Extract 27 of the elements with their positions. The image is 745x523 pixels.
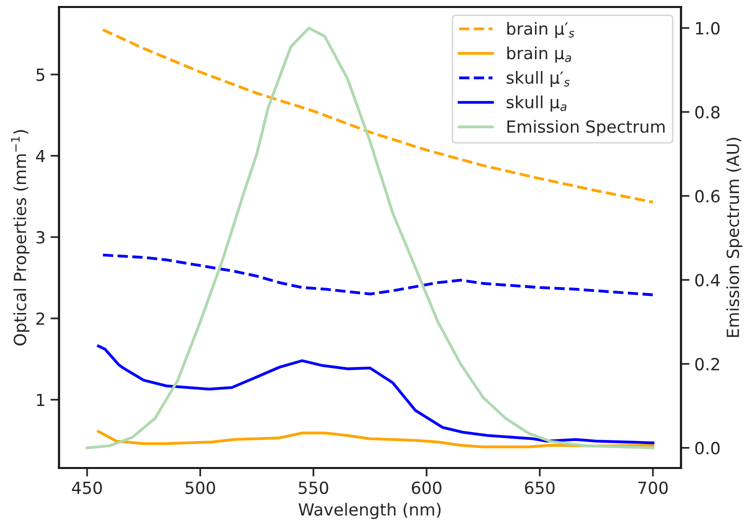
- x-tick-label: 450: [72, 481, 102, 494]
- legend-label: skull μ′$_{s}$: [506, 71, 570, 88]
- y2-tick-label: 0.4: [695, 274, 720, 286]
- x-axis-title: Wavelength (nm): [298, 502, 441, 520]
- y-tick-label: 4: [36, 150, 45, 162]
- y-tick-label: 3: [36, 231, 44, 244]
- y-tick-label: 1: [37, 394, 44, 406]
- line-series: [96, 344, 654, 444]
- y2-tick-label: 0.8: [695, 106, 720, 119]
- x-tick-label: 600: [412, 481, 442, 494]
- y-tick-label: 2: [36, 312, 44, 325]
- line-series: [102, 254, 654, 296]
- x-tick-label: 500: [186, 481, 216, 494]
- y-axis-title: Optical Properties (mm$^{−1}$): [11, 130, 30, 346]
- x-tick-label: 550: [298, 481, 328, 494]
- legend-label: brain μ$_{a}$: [507, 46, 572, 63]
- legend-label: skull μ$_{a}$: [506, 96, 566, 112]
- y2-tick-label: 0.0: [695, 442, 720, 454]
- legend-label: Emission Spectrum: [507, 120, 665, 136]
- legend-label: brain μ′$_{s}$: [507, 22, 574, 38]
- y-tick-label: 5: [36, 68, 44, 82]
- x-tick-label: 650: [525, 481, 555, 494]
- y2-axis-title: Emission Spectrum (AU): [726, 138, 742, 337]
- y2-tick-label: 1.0: [696, 22, 720, 35]
- y2-tick-label: 0.2: [695, 358, 720, 370]
- y2-tick-label: 0.6: [695, 190, 720, 203]
- x-tick-label: 700: [638, 481, 668, 494]
